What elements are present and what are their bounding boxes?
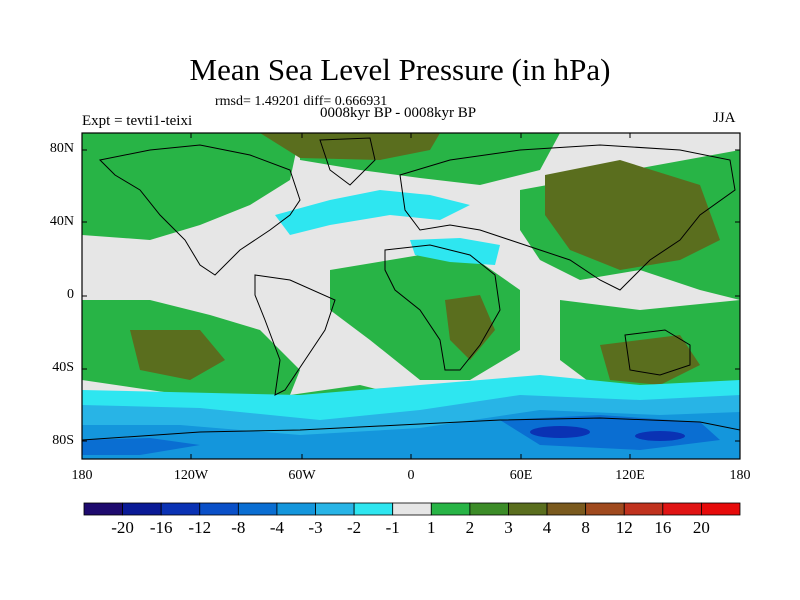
colorbar-swatch	[623, 502, 664, 516]
colorbar-label: 1	[427, 518, 436, 537]
north-atlantic-cyan	[275, 190, 470, 235]
colorbar	[83, 502, 741, 516]
colorbar-swatch	[469, 502, 509, 516]
south-atlantic-olive	[445, 295, 495, 360]
colorbar-swatch	[199, 502, 239, 516]
lon-label-180w: 180	[71, 468, 93, 483]
colorbar-label: 2	[465, 518, 475, 537]
experiment-label: Expt = tevti1-teixi	[82, 113, 193, 129]
lat-label-80s: 80S	[52, 433, 74, 448]
colorbar-label: 20	[692, 518, 710, 537]
colorbar-label: 8	[581, 518, 590, 537]
season-label: JJA	[713, 110, 736, 126]
australia-olive	[600, 335, 700, 385]
axis-ticks	[82, 133, 740, 459]
antarctica-outline	[82, 417, 740, 441]
colorbar-label: -20	[111, 518, 134, 537]
colorbar-label: -3	[308, 518, 323, 537]
ross-sea-deep-blue	[82, 438, 200, 455]
colorbar-label: -4	[269, 518, 285, 537]
colorbar-label: -2	[347, 518, 362, 537]
lon-label-60w: 60W	[288, 468, 316, 483]
colorbar-label: -16	[149, 518, 173, 537]
colorbar-swatch	[122, 502, 162, 516]
lon-label-120e: 120E	[615, 468, 645, 483]
colorbar-swatch	[237, 502, 278, 516]
north-america-outline	[98, 144, 301, 276]
colorbar-swatch	[315, 502, 355, 516]
colorbar-swatch	[662, 502, 702, 516]
continent-outlines	[82, 137, 740, 441]
antarctic-deep-blue	[500, 415, 720, 450]
lat-label-40s: 40S	[52, 360, 74, 375]
lat-label-0: 0	[67, 287, 74, 302]
south-pacific-olive	[130, 330, 225, 380]
map-panel	[82, 133, 740, 459]
anomaly-below-neg8-regions	[530, 426, 685, 441]
colorbar-label: -12	[188, 518, 212, 537]
colorbar-label: -8	[231, 518, 246, 537]
colorbar-swatch	[508, 502, 548, 516]
africa-outline	[384, 244, 501, 371]
map-subtitle: 0008kyr BP - 0008kyr BP	[320, 105, 477, 121]
colorbar-label: -1	[385, 518, 400, 537]
lon-label-180e: 180	[729, 468, 751, 483]
colorbar-swatch	[83, 502, 123, 516]
colorbar-swatch	[392, 502, 432, 516]
lat-label-80n: 80N	[49, 141, 74, 156]
colorbar-swatch	[353, 502, 394, 516]
antarctic-dark-spot-1	[530, 426, 590, 438]
arctic-olive	[260, 133, 440, 160]
colorbar-swatch	[701, 502, 741, 516]
eurasia-outline	[399, 144, 736, 291]
colorbar-label: 12	[615, 518, 633, 537]
antarctic-dark-spot-2	[635, 431, 685, 441]
map-title: Mean Sea Level Pressure (in hPa)	[189, 52, 611, 87]
lon-label-0: 0	[407, 468, 415, 483]
colorbar-label: 4	[542, 518, 552, 537]
colorbar-swatch	[430, 502, 471, 516]
colorbar-swatch	[160, 502, 201, 516]
lat-label-40n: 40N	[49, 214, 74, 229]
colorbar-swatch	[585, 502, 625, 516]
australia-outline	[624, 329, 691, 376]
colorbar-swatch	[276, 502, 316, 516]
colorbar-label: 3	[504, 518, 513, 537]
lon-label-120w: 120W	[173, 468, 209, 483]
anomaly-neg8-to-neg4-regions	[82, 415, 720, 455]
colorbar-swatch	[546, 502, 587, 516]
lon-label-60e: 60E	[509, 468, 533, 483]
south-america-outline	[254, 274, 336, 396]
north-pacific-green	[82, 133, 300, 240]
stats-text: rmsd= 1.49201 diff= 0.666931	[215, 94, 388, 109]
colorbar-label: 16	[654, 518, 672, 537]
greenland-outline	[319, 137, 376, 186]
